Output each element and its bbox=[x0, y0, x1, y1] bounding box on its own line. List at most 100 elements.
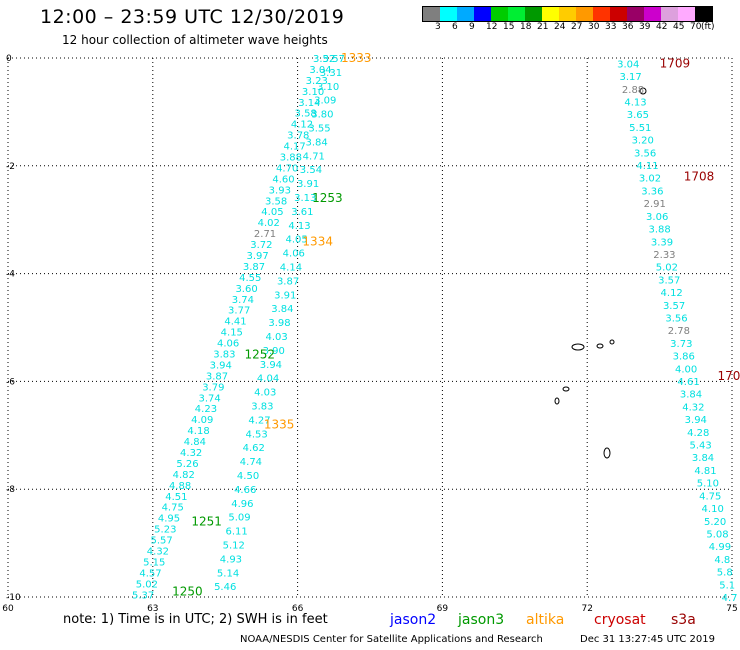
pass-time-label: 1335 bbox=[264, 418, 295, 432]
x-tick-label: 63 bbox=[147, 604, 158, 614]
color-scale-label: 9 bbox=[469, 22, 475, 32]
wave-height-value: 4.84 bbox=[184, 437, 206, 448]
wave-height-value: 5.14 bbox=[217, 568, 239, 579]
wave-height-value: 3.10 bbox=[302, 87, 324, 98]
color-swatch bbox=[508, 7, 525, 21]
pass-time-label: 1709 bbox=[660, 56, 691, 70]
wave-height-value: 5.15 bbox=[143, 557, 165, 568]
wave-height-value: 4.27 bbox=[248, 415, 270, 426]
wave-height-value: 5.09 bbox=[228, 513, 250, 524]
wave-height-value: 3.54 bbox=[300, 165, 322, 176]
island-outline bbox=[562, 386, 570, 392]
color-swatch bbox=[644, 7, 661, 21]
wave-height-value: 3.23 bbox=[306, 76, 328, 87]
color-scale-label: 33 bbox=[605, 22, 617, 32]
wave-height-value: 4.12 bbox=[661, 288, 683, 299]
wave-height-value: 5.08 bbox=[706, 529, 728, 540]
color-scale-label: 24 bbox=[554, 22, 566, 32]
color-swatch bbox=[593, 7, 610, 21]
wave-height-value: 3.10 bbox=[317, 82, 339, 93]
wave-height-value: 3.61 bbox=[291, 207, 313, 218]
wave-height-value: 4.82 bbox=[173, 470, 195, 481]
island-outline bbox=[609, 339, 615, 345]
wave-height-value: 2.71 bbox=[254, 229, 276, 240]
color-swatch bbox=[457, 7, 474, 21]
color-scale-bar bbox=[422, 6, 713, 22]
color-scale-label: 6 bbox=[452, 22, 458, 32]
color-swatch bbox=[474, 7, 491, 21]
x-tick-label: 72 bbox=[581, 604, 592, 614]
color-swatch bbox=[610, 7, 627, 21]
wave-height-value: 4.7 bbox=[722, 593, 738, 604]
wave-height-value: 3.94 bbox=[685, 415, 707, 426]
wave-height-value: 3.84 bbox=[680, 390, 702, 401]
color-swatch bbox=[423, 7, 440, 21]
color-swatch bbox=[627, 7, 644, 21]
wave-height-value: 4.04 bbox=[257, 374, 279, 385]
wave-height-value: 2.78 bbox=[668, 326, 690, 337]
wave-height-value: 3.77 bbox=[228, 306, 250, 317]
color-swatch bbox=[576, 7, 593, 21]
legend-item-s3a: s3a bbox=[671, 612, 696, 628]
x-tick-label: 69 bbox=[437, 604, 449, 614]
legend-item-cryosat: cryosat bbox=[594, 612, 646, 628]
x-tick-label: 75 bbox=[726, 604, 737, 614]
y-tick-label: 0 bbox=[6, 54, 12, 64]
wave-height-value: 4.06 bbox=[283, 249, 305, 260]
color-scale-label: 12 bbox=[486, 22, 498, 32]
wave-height-value: 3.06 bbox=[646, 212, 668, 223]
wave-height-value: 4.00 bbox=[675, 364, 697, 375]
wave-height-value: 3.39 bbox=[651, 237, 673, 248]
wave-height-value: 3.04 bbox=[617, 59, 639, 70]
wave-height-value: 3.84 bbox=[692, 453, 714, 464]
color-scale-label: 18 bbox=[520, 22, 532, 32]
wave-height-value: 3.94 bbox=[210, 360, 232, 371]
wave-height-value: 5.43 bbox=[689, 441, 711, 452]
wave-height-value: 3.73 bbox=[670, 339, 692, 350]
wave-height-value: 5.23 bbox=[154, 525, 176, 536]
wave-height-value: 3.84 bbox=[271, 304, 293, 315]
color-swatch bbox=[661, 7, 678, 21]
wave-height-value: 3.78 bbox=[287, 131, 309, 142]
wave-height-value: 3.87 bbox=[243, 262, 265, 273]
color-swatch bbox=[542, 7, 559, 21]
wave-height-value: 4.11 bbox=[636, 161, 658, 172]
wave-height-value: 3.57 bbox=[658, 275, 680, 286]
islands bbox=[554, 87, 647, 459]
x-tick-label: 60 bbox=[2, 604, 14, 614]
island-outline bbox=[639, 87, 647, 95]
wave-height-value: 3.58 bbox=[295, 109, 317, 120]
y-tick-label: -10 bbox=[6, 593, 21, 603]
wave-height-value: 3.52 bbox=[313, 54, 335, 65]
wave-height-value: 5.02 bbox=[136, 579, 158, 590]
pass-time-label: 1251 bbox=[191, 515, 222, 529]
wave-height-value: 4.74 bbox=[240, 457, 262, 468]
color-scale-label: 70 bbox=[690, 22, 702, 32]
generated-timestamp: Dec 31 13:27:45 UTC 2019 bbox=[580, 634, 715, 645]
wave-height-value: 4.95 bbox=[158, 514, 180, 525]
page-subtitle: 12 hour collection of altimeter wave hei… bbox=[62, 33, 328, 47]
wave-height-value: 3.97 bbox=[247, 251, 269, 262]
color-scale-label: 3 bbox=[435, 22, 441, 32]
color-scale-label: 27 bbox=[571, 22, 583, 32]
wave-height-value: 4.41 bbox=[224, 317, 246, 328]
axis-tick-labels: 60 63 66 69 72 75 0 -2 -4 -6 -8 -10 bbox=[2, 54, 737, 614]
wave-height-value: 3.86 bbox=[673, 352, 695, 363]
pass-time-label: 1250 bbox=[172, 585, 203, 599]
wave-height-value: 5.26 bbox=[176, 459, 198, 470]
wave-height-value: 4.93 bbox=[220, 554, 242, 565]
y-tick-label: -6 bbox=[6, 377, 15, 387]
wave-height-value: 5.8 bbox=[717, 568, 733, 579]
wave-height-value: 3.55 bbox=[308, 124, 330, 135]
wave-height-value: 4.12 bbox=[291, 120, 313, 131]
wave-height-value: 4.57 bbox=[139, 568, 161, 579]
color-swatch bbox=[695, 7, 712, 21]
wave-height-value: 3.90 bbox=[263, 346, 285, 357]
wave-height-value: 4.70 bbox=[276, 163, 298, 174]
wave-height-value: 3.83 bbox=[213, 350, 235, 361]
wave-height-value: 3.88 bbox=[648, 225, 670, 236]
x-tick-label: 66 bbox=[292, 604, 304, 614]
wave-height-value: 4.05 bbox=[261, 207, 283, 218]
wave-height-value: 3.04 bbox=[309, 65, 331, 76]
credit-line: NOAA/NESDIS Center for Satellite Applica… bbox=[240, 634, 543, 645]
